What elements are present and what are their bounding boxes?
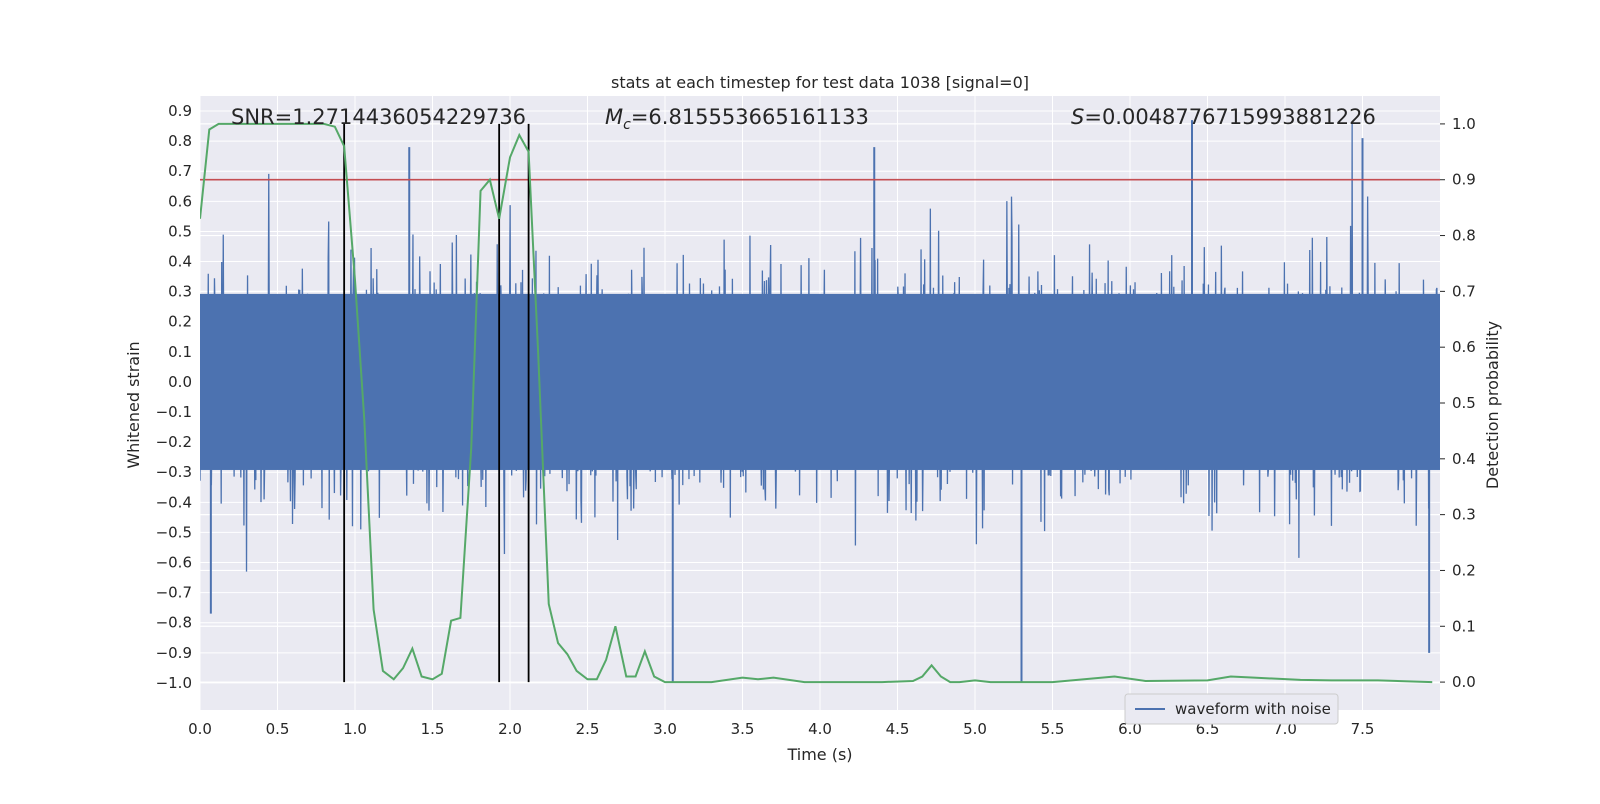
y-tick-label: 0.2 — [168, 313, 192, 331]
y2-tick-label: 0.0 — [1452, 673, 1476, 691]
y2-tick-label: 0.1 — [1452, 617, 1476, 635]
chirp-mass-annotation: Mc=6.815553665161133 — [605, 105, 869, 133]
chart-title: stats at each timestep for test data 103… — [611, 73, 1029, 92]
y-tick-label: −0.7 — [156, 584, 192, 602]
x-tick-label: 4.5 — [886, 720, 910, 738]
y-tick-label: 0.4 — [168, 253, 192, 271]
x-tick-label: 0.0 — [188, 720, 212, 738]
y-tick-label: 0.0 — [168, 373, 192, 391]
y-axis-left: 0.9 0.8 0.7 0.6 0.5 0.4 0.3 0.2 0.1 0.0 −0.1 −0.2 −0… — [156, 102, 192, 692]
x-tick-label: 5.0 — [963, 720, 987, 738]
waveform-series — [200, 120, 1440, 683]
x-tick-label: 3.0 — [653, 720, 677, 738]
y-tick-label: 0.6 — [168, 192, 192, 210]
y-axis-right: 1.0 0.9 0.8 0.7 0.6 0.5 0.4 0.3 0.2 0.1 0.0 — [1440, 115, 1476, 691]
x-tick-label: 1.0 — [343, 720, 367, 738]
probability-line — [200, 122, 1433, 684]
x-tick-label: 1.5 — [421, 720, 445, 738]
y2-tick-label: 0.4 — [1452, 450, 1476, 468]
y-tick-label: −0.2 — [156, 433, 192, 451]
x-tick-label: 5.5 — [1041, 720, 1065, 738]
y-tick-label: 0.3 — [168, 283, 192, 301]
y2-axis-label: Detection probability — [1483, 321, 1502, 489]
y-tick-label: 0.9 — [168, 102, 192, 120]
y2-tick-label: 0.2 — [1452, 561, 1476, 579]
y2-tick-label: 0.9 — [1452, 171, 1476, 189]
waveform-band — [200, 293, 1440, 470]
y2-tick-label: 0.7 — [1452, 282, 1476, 300]
s-annotation: S=0.0048776715993881226 — [1071, 105, 1376, 129]
y-tick-label: −0.1 — [156, 403, 192, 421]
y2-tick-label: 0.6 — [1452, 338, 1476, 356]
y-tick-label: −0.3 — [156, 463, 192, 481]
y-tick-label: 0.8 — [168, 132, 192, 150]
y-tick-label: −0.5 — [156, 523, 192, 541]
x-tick-label: 0.5 — [266, 720, 290, 738]
y-tick-label: −0.8 — [156, 614, 192, 632]
x-tick-label: 4.0 — [808, 720, 832, 738]
x-tick-label: 3.5 — [731, 720, 755, 738]
x-axis-label: Time (s) — [786, 745, 852, 764]
y2-tick-label: 0.8 — [1452, 227, 1476, 245]
y2-tick-label: 0.5 — [1452, 394, 1476, 412]
x-tick-label: 2.5 — [576, 720, 600, 738]
y-tick-label: 0.1 — [168, 343, 192, 361]
y-tick-label: −0.4 — [156, 493, 192, 511]
legend-label: waveform with noise — [1175, 700, 1331, 718]
y-tick-label: −1.0 — [156, 674, 192, 692]
legend-box — [1124, 693, 1339, 725]
y-axis-label: Whitened strain — [124, 341, 143, 468]
y2-tick-label: 1.0 — [1452, 115, 1476, 133]
y-tick-label: −0.9 — [156, 644, 192, 662]
legend: waveform with noise — [1124, 693, 1339, 725]
y2-tick-label: 0.3 — [1452, 506, 1476, 524]
snr-annotation: SNR=1.2714436054229736 — [231, 105, 526, 129]
y-tick-label: 0.7 — [168, 162, 192, 180]
x-tick-label: 2.0 — [498, 720, 522, 738]
y-tick-label: −0.6 — [156, 554, 192, 572]
x-tick-label: 7.5 — [1351, 720, 1375, 738]
y-tick-label: 0.5 — [168, 222, 192, 240]
